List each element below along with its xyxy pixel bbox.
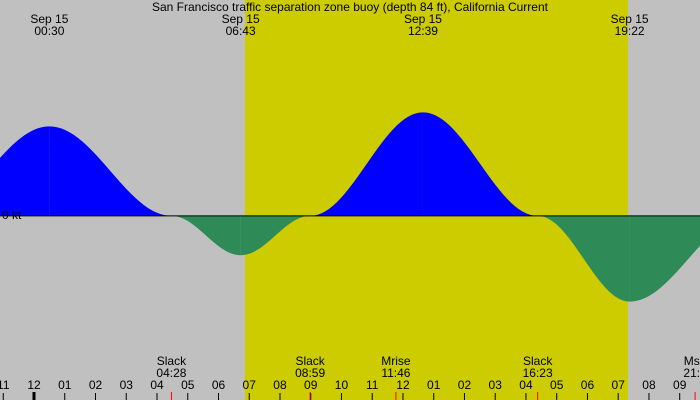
- event-name: Mse: [684, 354, 700, 368]
- event-name: Mrise: [381, 354, 411, 368]
- x-tick-label: 02: [89, 378, 103, 392]
- x-tick-label: 01: [58, 378, 72, 392]
- event-name: Slack: [523, 354, 553, 368]
- ebb-area: [537, 215, 630, 302]
- extreme-time: 06:43: [226, 24, 256, 38]
- ebb-area: [629, 215, 700, 302]
- event-time: 11:46: [381, 366, 410, 380]
- y-tick-label: 0 kt: [2, 208, 22, 222]
- event-name: Slack: [157, 354, 187, 368]
- extreme-date: Sep 15: [222, 12, 260, 26]
- x-tick-label: 09: [673, 378, 687, 392]
- x-tick-label: 07: [243, 378, 257, 392]
- x-tick-label: 06: [581, 378, 595, 392]
- x-tick-label: 12: [27, 378, 41, 392]
- x-tick-label: 02: [458, 378, 472, 392]
- x-tick-label: 12: [396, 378, 410, 392]
- x-tick-label: 03: [489, 378, 503, 392]
- flood-area: [0, 126, 50, 216]
- x-tick-label: 08: [642, 378, 656, 392]
- x-tick-label: 04: [150, 378, 164, 392]
- extreme-date: Sep 15: [404, 12, 442, 26]
- x-tick-label: 06: [212, 378, 226, 392]
- chart-title: San Francisco traffic separation zone bu…: [152, 0, 549, 14]
- flood-area: [422, 112, 538, 216]
- event-time: 16:23: [523, 366, 553, 380]
- x-tick-label: 09: [304, 378, 318, 392]
- x-tick-label: 05: [181, 378, 195, 392]
- x-tick-label: 03: [120, 378, 134, 392]
- event-time: 08:59: [295, 366, 325, 380]
- ebb-area: [171, 215, 241, 256]
- event-time: 21:3: [683, 366, 700, 380]
- x-tick-label: 08: [273, 378, 287, 392]
- flood-area: [49, 126, 172, 216]
- extreme-time: 00:30: [34, 24, 64, 38]
- x-tick-label: 11: [0, 378, 10, 392]
- event-name: Slack: [295, 354, 325, 368]
- x-tick-label: 10: [335, 378, 349, 392]
- x-tick-label: 11: [366, 378, 379, 392]
- extreme-date: Sep 15: [30, 12, 68, 26]
- extreme-time: 19:22: [615, 24, 645, 38]
- x-tick-label: 01: [427, 378, 441, 392]
- x-tick-label: 04: [519, 378, 533, 392]
- x-tick-label: 07: [612, 378, 626, 392]
- ebb-area: [240, 215, 311, 256]
- flood-area: [310, 112, 423, 216]
- event-time: 04:28: [156, 366, 186, 380]
- extreme-time: 12:39: [408, 24, 438, 38]
- extreme-date: Sep 15: [611, 12, 649, 26]
- x-tick-label: 05: [550, 378, 564, 392]
